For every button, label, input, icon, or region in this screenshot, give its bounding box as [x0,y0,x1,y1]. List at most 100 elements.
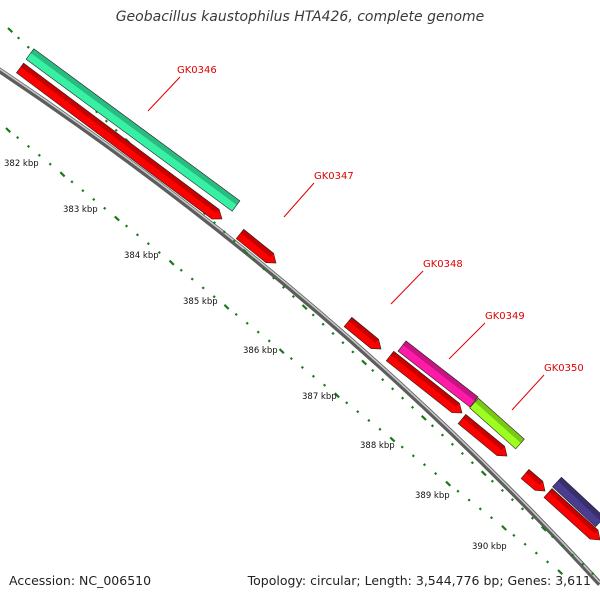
scale-label: 387 kbp [302,392,337,402]
outer-ruler-tick [272,276,276,280]
outer-ruler-tick [301,304,308,310]
gene-feature-gk0349[interactable] [397,340,479,408]
inner-ruler-tick [512,533,516,537]
outer-ruler-tick [26,45,30,49]
gene-cds-gk0349-shade [390,351,460,408]
gene-label-gk0348[interactable]: GK0348 [423,259,463,270]
gene-cds-next-b[interactable] [543,488,600,541]
outer-ruler-tick [341,341,345,345]
outer-ruler-tick [410,405,415,409]
gene-label-gk0346[interactable]: GK0346 [177,65,217,76]
outer-ruler-tick [470,461,474,465]
inner-ruler-tick [267,339,271,343]
gene-label-gk0350[interactable]: GK0350 [544,363,584,374]
scale-label: 390 kbp [472,542,507,552]
inner-ruler-tick [300,365,304,370]
outer-ruler-tick [510,498,514,502]
gene-label-gk0349[interactable]: GK0349 [485,311,525,322]
inner-ruler-tick [37,153,41,157]
gene-cds-next-a[interactable] [520,469,546,492]
outer-ruler-tick [331,331,335,336]
inner-ruler-tick [478,507,482,511]
inner-ruler-tick [190,277,194,281]
outer-ruler-tick [420,415,427,421]
scale-label: 382 kbp [4,159,39,169]
outer-ruler-tick [222,230,226,234]
inner-ruler-tick [545,560,550,564]
outer-ruler-tick [550,535,555,539]
inner-ruler-tick [445,480,452,487]
outer-ruler-tick [571,553,575,557]
inner-ruler-tick [212,295,216,299]
inner-ruler-tick [334,392,340,399]
outer-ruler-tick [440,433,444,437]
outer-ruler-tick [561,544,565,548]
gene-feature-gk0350[interactable] [469,397,525,450]
outer-ruler-tick [321,322,325,326]
inner-ruler-tick [523,542,527,546]
inner-ruler-tick [26,144,31,149]
inner-ruler-tick [434,471,438,476]
inner-ruler-tick [157,250,161,255]
gene-feature-gk0349-shade [402,340,478,401]
inner-ruler-tick [48,162,52,166]
inner-ruler-tick [146,242,150,246]
genome-backbone [0,67,600,586]
inner-ruler-tick [5,127,12,133]
gene-feature-gk0350-shade [474,398,525,444]
outer-ruler-tick [7,27,14,33]
outer-ruler-tick [104,119,108,123]
inner-ruler-tick [59,171,66,178]
gene-feature-gk0346[interactable] [25,48,241,212]
gene-cds-gk0347[interactable] [235,228,277,264]
outer-ruler-tick [232,239,236,243]
gene-cds-gk0348[interactable] [343,316,382,350]
gene-cds-gk0349[interactable] [385,350,463,414]
outer-ruler-tick [212,221,216,225]
scale-label: 383 kbp [63,205,98,215]
inner-ruler-tick [400,445,404,449]
inner-ruler-tick [367,418,371,423]
gene-feature-next-shade [557,477,600,521]
inner-ruler-tick [278,348,285,354]
gene-feature-next[interactable] [552,476,600,528]
scale-label: 386 kbp [243,346,278,356]
inner-ruler-tick [234,312,238,316]
outer-ruler-tick [381,378,385,382]
outer-ruler-tick [500,488,504,492]
gene-cds-gk0350-shade [462,414,505,450]
genome-backbone-highlight [0,68,600,584]
gene-cds-gk0350[interactable] [457,413,508,457]
outer-ruler-tick [450,442,454,446]
inner-ruler-tick [422,463,427,467]
outer-ruler-tick [520,507,524,511]
gene-label-pointer [390,270,424,305]
inner-ruler-tick [456,489,460,493]
outer-ruler-tick [430,424,435,428]
gene-cds-gk0346[interactable] [15,62,223,220]
inner-ruler-tick [114,215,120,222]
outer-ruler-tick [242,248,249,255]
outer-ruler-tick [490,479,494,483]
inner-ruler-tick [534,551,538,555]
inner-ruler-tick [81,189,85,193]
gene-label-pointer [147,76,181,112]
inner-ruler-tick [256,330,260,334]
gene-cds-next-b-shade [548,488,599,534]
inner-ruler-tick [378,427,382,431]
inner-ruler-tick [70,180,74,184]
scale-label: 389 kbp [415,491,450,501]
outer-ruler-tick [391,387,395,391]
inner-ruler-tick [322,383,327,387]
inner-ruler-tick [103,206,107,210]
outer-ruler-tick [114,128,118,132]
outer-ruler-tick [281,285,286,289]
outer-ruler-tick [591,571,595,576]
inner-ruler-tick [223,304,230,310]
scale-label: 388 kbp [360,441,395,451]
inner-ruler-tick [16,136,20,140]
gene-label-gk0347[interactable]: GK0347 [314,171,354,182]
scale-label: 385 kbp [183,297,218,307]
inner-ruler-tick [389,436,396,443]
outer-ruler-tick [291,294,295,299]
